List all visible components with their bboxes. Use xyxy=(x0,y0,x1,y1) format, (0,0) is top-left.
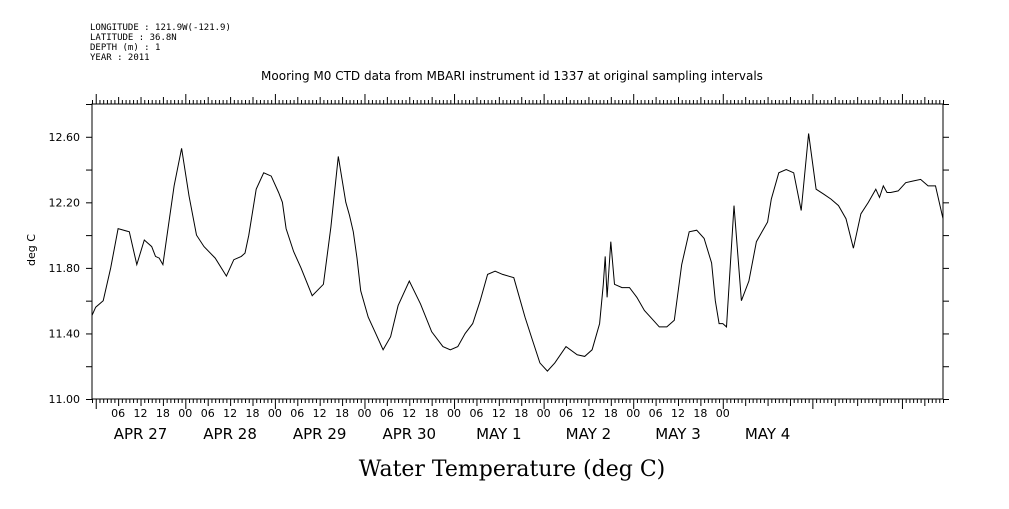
x-tick-label: 06 xyxy=(559,407,573,420)
x-tick-label: 06 xyxy=(111,407,125,420)
x-tick-label: 18 xyxy=(156,407,170,420)
meta-depth: DEPTH (m) : 1 xyxy=(90,43,160,53)
x-day-label: APR 27 xyxy=(114,425,168,443)
x-tick-label: 12 xyxy=(313,407,327,420)
meta-year: YEAR : 2011 xyxy=(90,53,150,63)
x-day-label: MAY 4 xyxy=(745,425,791,443)
x-tick-label: 06 xyxy=(649,407,663,420)
x-tick-label: 18 xyxy=(425,407,439,420)
y-tick-label: 11.00 xyxy=(49,393,81,406)
x-tick-label: 12 xyxy=(134,407,148,420)
x-tick-label: 00 xyxy=(178,407,192,420)
series-line xyxy=(91,133,944,372)
y-tick-label: 12.60 xyxy=(49,131,81,144)
x-tick-label: 00 xyxy=(626,407,640,420)
x-tick-label: 00 xyxy=(447,407,461,420)
x-tick-label: 06 xyxy=(380,407,394,420)
x-tick-label: 06 xyxy=(290,407,304,420)
x-tick-label: 00 xyxy=(357,407,371,420)
x-day-label: MAY 2 xyxy=(566,425,612,443)
x-axis-label: Water Temperature (deg C) xyxy=(359,457,666,482)
x-tick-label: 00 xyxy=(716,407,730,420)
y-tick-label: 11.40 xyxy=(49,327,81,340)
x-tick-label: 00 xyxy=(537,407,551,420)
x-day-label: APR 28 xyxy=(203,425,257,443)
meta-block: LONGITUDE : 121.9W(-121.9) LATITUDE : 36… xyxy=(90,23,231,63)
x-tick-label: 00 xyxy=(268,407,282,420)
y-tick-label: 12.20 xyxy=(49,196,81,209)
x-day-label: MAY 1 xyxy=(476,425,522,443)
x-day-label: MAY 3 xyxy=(655,425,701,443)
x-tick-label: 12 xyxy=(492,407,506,420)
meta-longitude: LONGITUDE : 121.9W(-121.9) xyxy=(90,23,231,33)
x-tick-label: 12 xyxy=(581,407,595,420)
axis-labels: 06 12 18 00 06 12 18 00 06 12 18 00 06 12 18 00 06 12 18 00… xyxy=(49,131,791,443)
x-tick-label: 06 xyxy=(469,407,483,420)
x-tick-label: 12 xyxy=(223,407,237,420)
meta-latitude: LATITUDE : 36.8N xyxy=(90,33,177,43)
plot-frame xyxy=(91,103,944,400)
tick-marks xyxy=(86,94,949,409)
chart-title: Mooring M0 CTD data from MBARI instrumen… xyxy=(261,69,763,83)
x-tick-label: 18 xyxy=(693,407,707,420)
x-day-label: APR 30 xyxy=(382,425,436,443)
x-tick-label: 18 xyxy=(245,407,259,420)
x-tick-label: 12 xyxy=(671,407,685,420)
y-tick-label: 11.80 xyxy=(49,262,81,275)
x-tick-label: 18 xyxy=(335,407,349,420)
x-tick-label: 06 xyxy=(201,407,215,420)
x-day-label: APR 29 xyxy=(293,425,347,443)
x-tick-label: 18 xyxy=(514,407,528,420)
x-tick-label: 12 xyxy=(402,407,416,420)
x-tick-label: 18 xyxy=(604,407,618,420)
y-axis-label: deg C xyxy=(25,234,38,266)
